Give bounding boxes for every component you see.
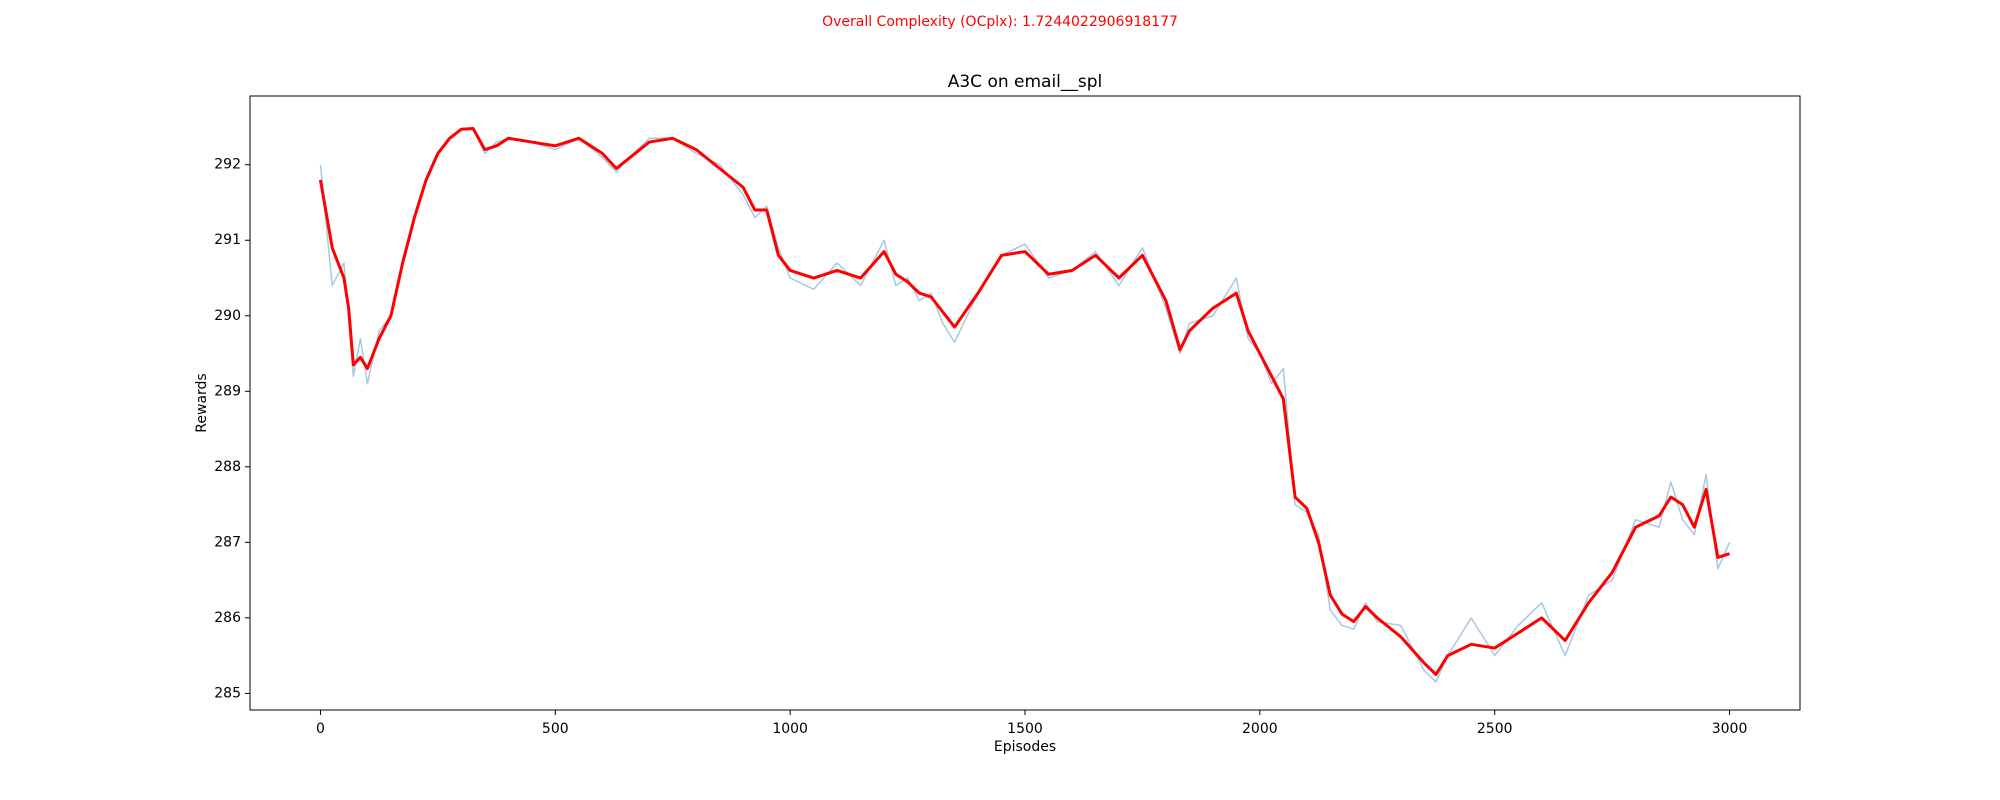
y-tick-label: 289 xyxy=(214,383,241,399)
y-tick-label: 292 xyxy=(214,157,241,173)
x-tick-label: 2000 xyxy=(1242,721,1278,737)
x-tick-label: 0 xyxy=(316,721,325,737)
y-axis-label: Rewards xyxy=(194,373,210,432)
series-line xyxy=(319,127,1731,683)
x-tick-label: 1000 xyxy=(772,721,808,737)
x-tick-label: 500 xyxy=(542,721,569,737)
x-tick-label: 3000 xyxy=(1712,721,1748,737)
x-tick-label: 2500 xyxy=(1477,721,1513,737)
y-tick-label: 290 xyxy=(214,308,241,324)
x-tick-label: 1500 xyxy=(1007,721,1043,737)
y-tick-label: 286 xyxy=(214,610,241,626)
plot-frame xyxy=(249,95,1801,711)
y-tick-label: 288 xyxy=(214,459,241,475)
y-tick-label: 291 xyxy=(214,232,241,248)
chart-title: A3C on email__spl xyxy=(948,72,1103,92)
x-axis-label: Episodes xyxy=(994,739,1056,755)
y-tick-label: 285 xyxy=(214,685,241,701)
series-line xyxy=(318,126,1731,676)
y-tick-label: 287 xyxy=(214,534,241,550)
suptitle: Overall Complexity (OCplx): 1.7244022906… xyxy=(822,14,1178,30)
